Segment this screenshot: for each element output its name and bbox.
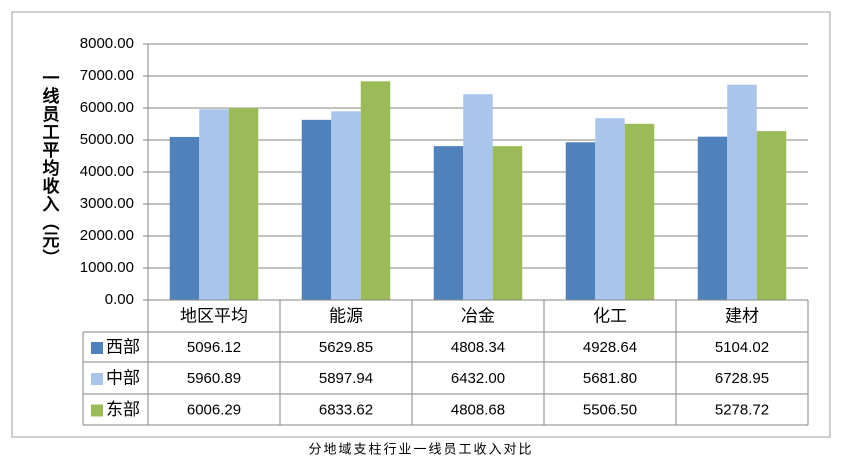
table-value: 6833.62 bbox=[319, 401, 373, 418]
bar bbox=[331, 111, 361, 300]
x-tick-label: 地区平均 bbox=[180, 306, 248, 325]
y-tick-label: 3000.00 bbox=[80, 195, 134, 212]
legend-label: 东部 bbox=[106, 400, 140, 419]
y-tick-label: 5000.00 bbox=[80, 131, 134, 148]
y-tick-label: 6000.00 bbox=[80, 99, 134, 116]
x-tick-label: 冶金 bbox=[461, 306, 495, 325]
bar bbox=[463, 94, 493, 301]
bar bbox=[199, 109, 229, 300]
y-tick-label: 1000.00 bbox=[80, 259, 134, 276]
bar bbox=[360, 81, 391, 300]
bar bbox=[301, 119, 332, 300]
bar bbox=[756, 131, 787, 300]
table-value: 5681.80 bbox=[583, 370, 637, 387]
bar bbox=[727, 84, 757, 300]
y-tick-label: 4000.00 bbox=[80, 163, 134, 180]
bar bbox=[169, 136, 200, 300]
table-value: 4928.64 bbox=[583, 339, 637, 356]
y-tick-label: 7000.00 bbox=[80, 67, 134, 84]
table-value: 6728.95 bbox=[715, 370, 769, 387]
legend-swatch bbox=[91, 373, 103, 385]
bar bbox=[492, 146, 523, 300]
legend-label: 中部 bbox=[106, 368, 140, 387]
table-value: 5629.85 bbox=[319, 339, 373, 356]
bar bbox=[433, 146, 464, 300]
y-tick-label: 0.00 bbox=[105, 291, 134, 308]
y-tick-label: 2000.00 bbox=[80, 227, 134, 244]
caption: 分地域支柱行业一线员工收入对比 bbox=[308, 441, 533, 456]
table-value: 5960.89 bbox=[187, 370, 241, 387]
legend-swatch bbox=[91, 404, 103, 417]
table-value: 5506.50 bbox=[583, 401, 637, 418]
x-tick-label: 能源 bbox=[329, 306, 363, 325]
bar bbox=[697, 136, 728, 300]
table-value: 4808.34 bbox=[451, 339, 505, 356]
table-value: 5278.72 bbox=[715, 401, 769, 418]
table-value: 6006.29 bbox=[187, 401, 241, 418]
table-value: 6432.00 bbox=[451, 370, 505, 387]
x-tick-label: 化工 bbox=[593, 306, 627, 325]
y-axis-label: 一线员工平均收入（元） bbox=[40, 69, 60, 267]
bar bbox=[595, 118, 625, 300]
legend-label: 西部 bbox=[106, 337, 140, 356]
bar bbox=[624, 123, 655, 301]
table-value: 5897.94 bbox=[319, 370, 373, 387]
x-tick-label: 建材 bbox=[725, 306, 759, 325]
y-tick-label: 8000.00 bbox=[80, 35, 134, 52]
table-value: 5104.02 bbox=[715, 339, 769, 356]
bar bbox=[228, 107, 259, 300]
table-value: 5096.12 bbox=[187, 339, 241, 356]
bar bbox=[565, 142, 596, 300]
table-value: 4808.68 bbox=[451, 401, 505, 418]
legend-swatch bbox=[91, 342, 103, 354]
